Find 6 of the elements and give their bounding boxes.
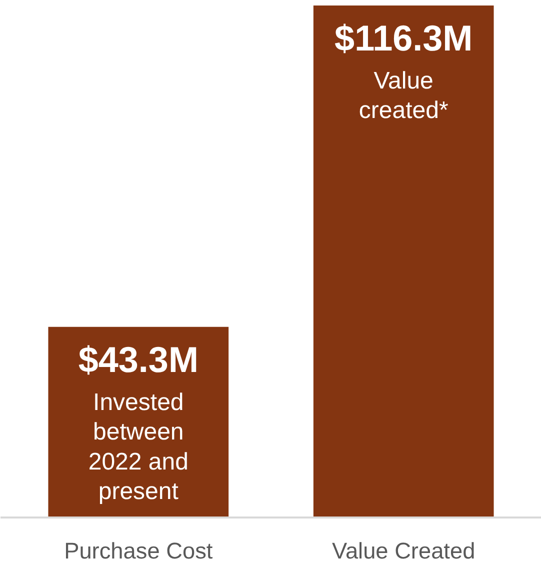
annotation: Value created*	[358, 68, 448, 124]
data-label: $116.3M	[334, 18, 473, 58]
x-tick-label: Value Created	[332, 538, 476, 564]
x-tick-label: Purchase Cost	[64, 538, 214, 564]
data-label: $43.3M	[78, 338, 198, 380]
annotation: Invested between 2022 and present	[88, 388, 188, 505]
